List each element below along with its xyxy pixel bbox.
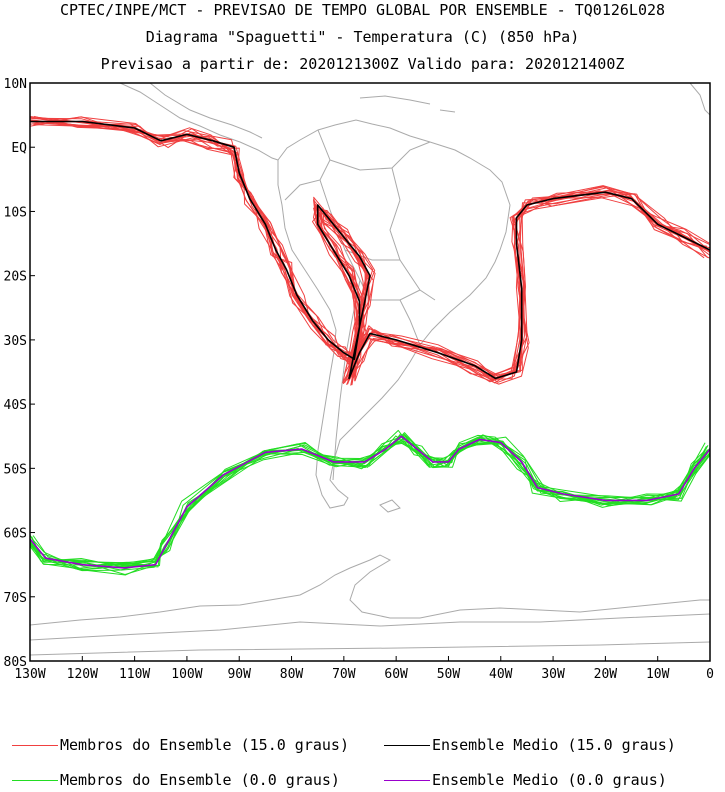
isotherm-0-member-line xyxy=(30,433,710,575)
lat-tick-label: 20S xyxy=(4,270,27,285)
lon-tick-label: 60W xyxy=(384,667,408,682)
lat-tick-label: 40S xyxy=(4,398,27,413)
isotherm-0-mean-line xyxy=(30,435,710,569)
title-line-2: Diagrama "Spaguetti" - Temperatura (C) (… xyxy=(145,28,580,46)
longitude-axis: 130W 120W 110W 100W 90W 80W 70W 60W 50W 40W 30W 20W… xyxy=(14,656,714,682)
legend-swatch-mean-15 xyxy=(384,745,430,746)
lon-tick-label: 0 xyxy=(706,667,714,682)
lon-tick-label: 70W xyxy=(332,667,356,682)
lat-tick-label: 80S xyxy=(4,655,27,670)
lon-tick-label: 130W xyxy=(14,667,45,682)
south-america-coastline xyxy=(277,119,511,509)
lon-tick-label: 90W xyxy=(227,667,251,682)
legend-mean-0: Ensemble Medio (0.0 graus) xyxy=(384,771,667,789)
lat-tick-label: 10S xyxy=(4,205,27,220)
isotherm-0-member-line xyxy=(30,429,710,567)
legend-members-15: Membros do Ensemble (15.0 graus) xyxy=(12,736,349,754)
lon-tick-label: 20W xyxy=(594,667,618,682)
isotherm-15-mean-line xyxy=(30,120,710,380)
lat-tick-label: 30S xyxy=(4,334,27,349)
title-line-3: Previsao a partir de: 2020121300Z Valido… xyxy=(100,55,625,73)
lon-tick-label: 50W xyxy=(437,667,461,682)
title-line-1: CPTEC/INPE/MCT - PREVISAO DE TEMPO GLOBA… xyxy=(59,1,666,19)
lat-tick-label: 70S xyxy=(4,591,27,606)
antarctica-coastline xyxy=(30,554,710,626)
central-america-coastline xyxy=(119,83,279,161)
isotherm-15-member-line xyxy=(30,116,708,385)
lat-tick-label: 60S xyxy=(4,527,27,542)
isotherm-15-member-line xyxy=(30,116,707,381)
isotherm-15-member-line xyxy=(34,120,710,379)
isotherm-15-member-line xyxy=(30,116,705,384)
isotherm-15-member-line xyxy=(36,116,710,386)
lat-tick-label: 50S xyxy=(4,462,27,477)
ensemble-mean-layer xyxy=(30,120,710,569)
legend-swatch-members-0 xyxy=(12,780,58,781)
legend-label-members-0: Membros do Ensemble (0.0 graus) xyxy=(60,771,340,789)
isotherm-15-member-line xyxy=(33,115,710,384)
legend-swatch-mean-0 xyxy=(384,780,430,781)
members-0-layer xyxy=(30,429,710,576)
legend-label-mean-15: Ensemble Medio (15.0 graus) xyxy=(432,736,676,754)
isotherm-15-member-line xyxy=(30,117,710,385)
map-frame xyxy=(29,82,711,662)
legend-swatch-members-15 xyxy=(12,745,58,746)
legend-mean-15: Ensemble Medio (15.0 graus) xyxy=(384,736,676,754)
lon-tick-label: 120W xyxy=(67,667,98,682)
lat-tick-label: 10N xyxy=(4,77,27,92)
latitude-axis: 10N EQ 10S 20S 30S 40S 50S 60S 70S 80S xyxy=(4,77,35,670)
legend-label-members-15: Membros do Ensemble (15.0 graus) xyxy=(60,736,349,754)
lon-tick-label: 10W xyxy=(646,667,670,682)
lon-tick-label: 80W xyxy=(280,667,304,682)
legend-label-mean-0: Ensemble Medio (0.0 graus) xyxy=(432,771,667,789)
lon-tick-label: 110W xyxy=(119,667,150,682)
lat-tick-label: EQ xyxy=(11,141,27,156)
lon-tick-label: 100W xyxy=(171,667,202,682)
legend-members-0: Membros do Ensemble (0.0 graus) xyxy=(12,771,340,789)
isotherm-0-member-line xyxy=(30,435,706,572)
members-15-layer xyxy=(30,115,710,386)
lon-tick-label: 40W xyxy=(489,667,513,682)
lon-tick-label: 30W xyxy=(541,667,565,682)
